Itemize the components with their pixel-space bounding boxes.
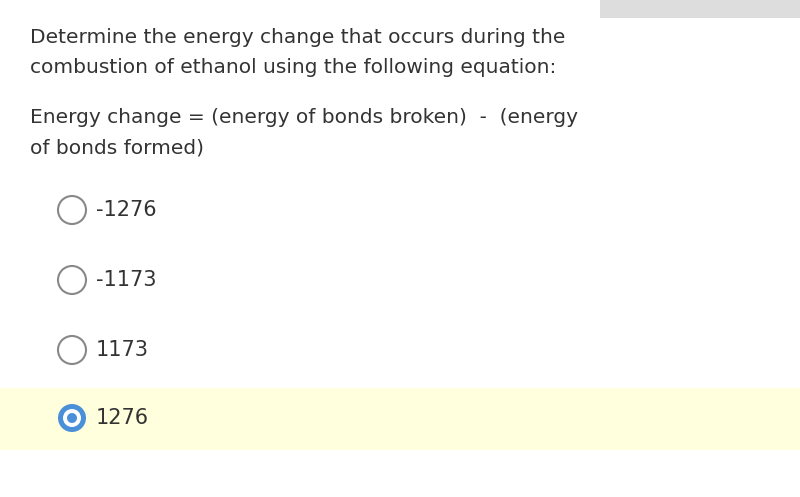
Text: -1276: -1276 bbox=[96, 200, 157, 220]
FancyBboxPatch shape bbox=[600, 0, 800, 18]
Text: of bonds formed): of bonds formed) bbox=[30, 138, 204, 157]
Circle shape bbox=[58, 404, 86, 432]
Text: -1173: -1173 bbox=[96, 270, 157, 290]
Circle shape bbox=[63, 409, 81, 427]
Text: Determine the energy change that occurs during the: Determine the energy change that occurs … bbox=[30, 28, 566, 47]
Text: 1276: 1276 bbox=[96, 408, 149, 428]
Circle shape bbox=[67, 413, 77, 423]
Text: 1173: 1173 bbox=[96, 340, 149, 360]
FancyBboxPatch shape bbox=[0, 388, 800, 450]
Text: combustion of ethanol using the following equation:: combustion of ethanol using the followin… bbox=[30, 58, 556, 77]
Text: Energy change = (energy of bonds broken)  -  (energy: Energy change = (energy of bonds broken)… bbox=[30, 108, 578, 127]
